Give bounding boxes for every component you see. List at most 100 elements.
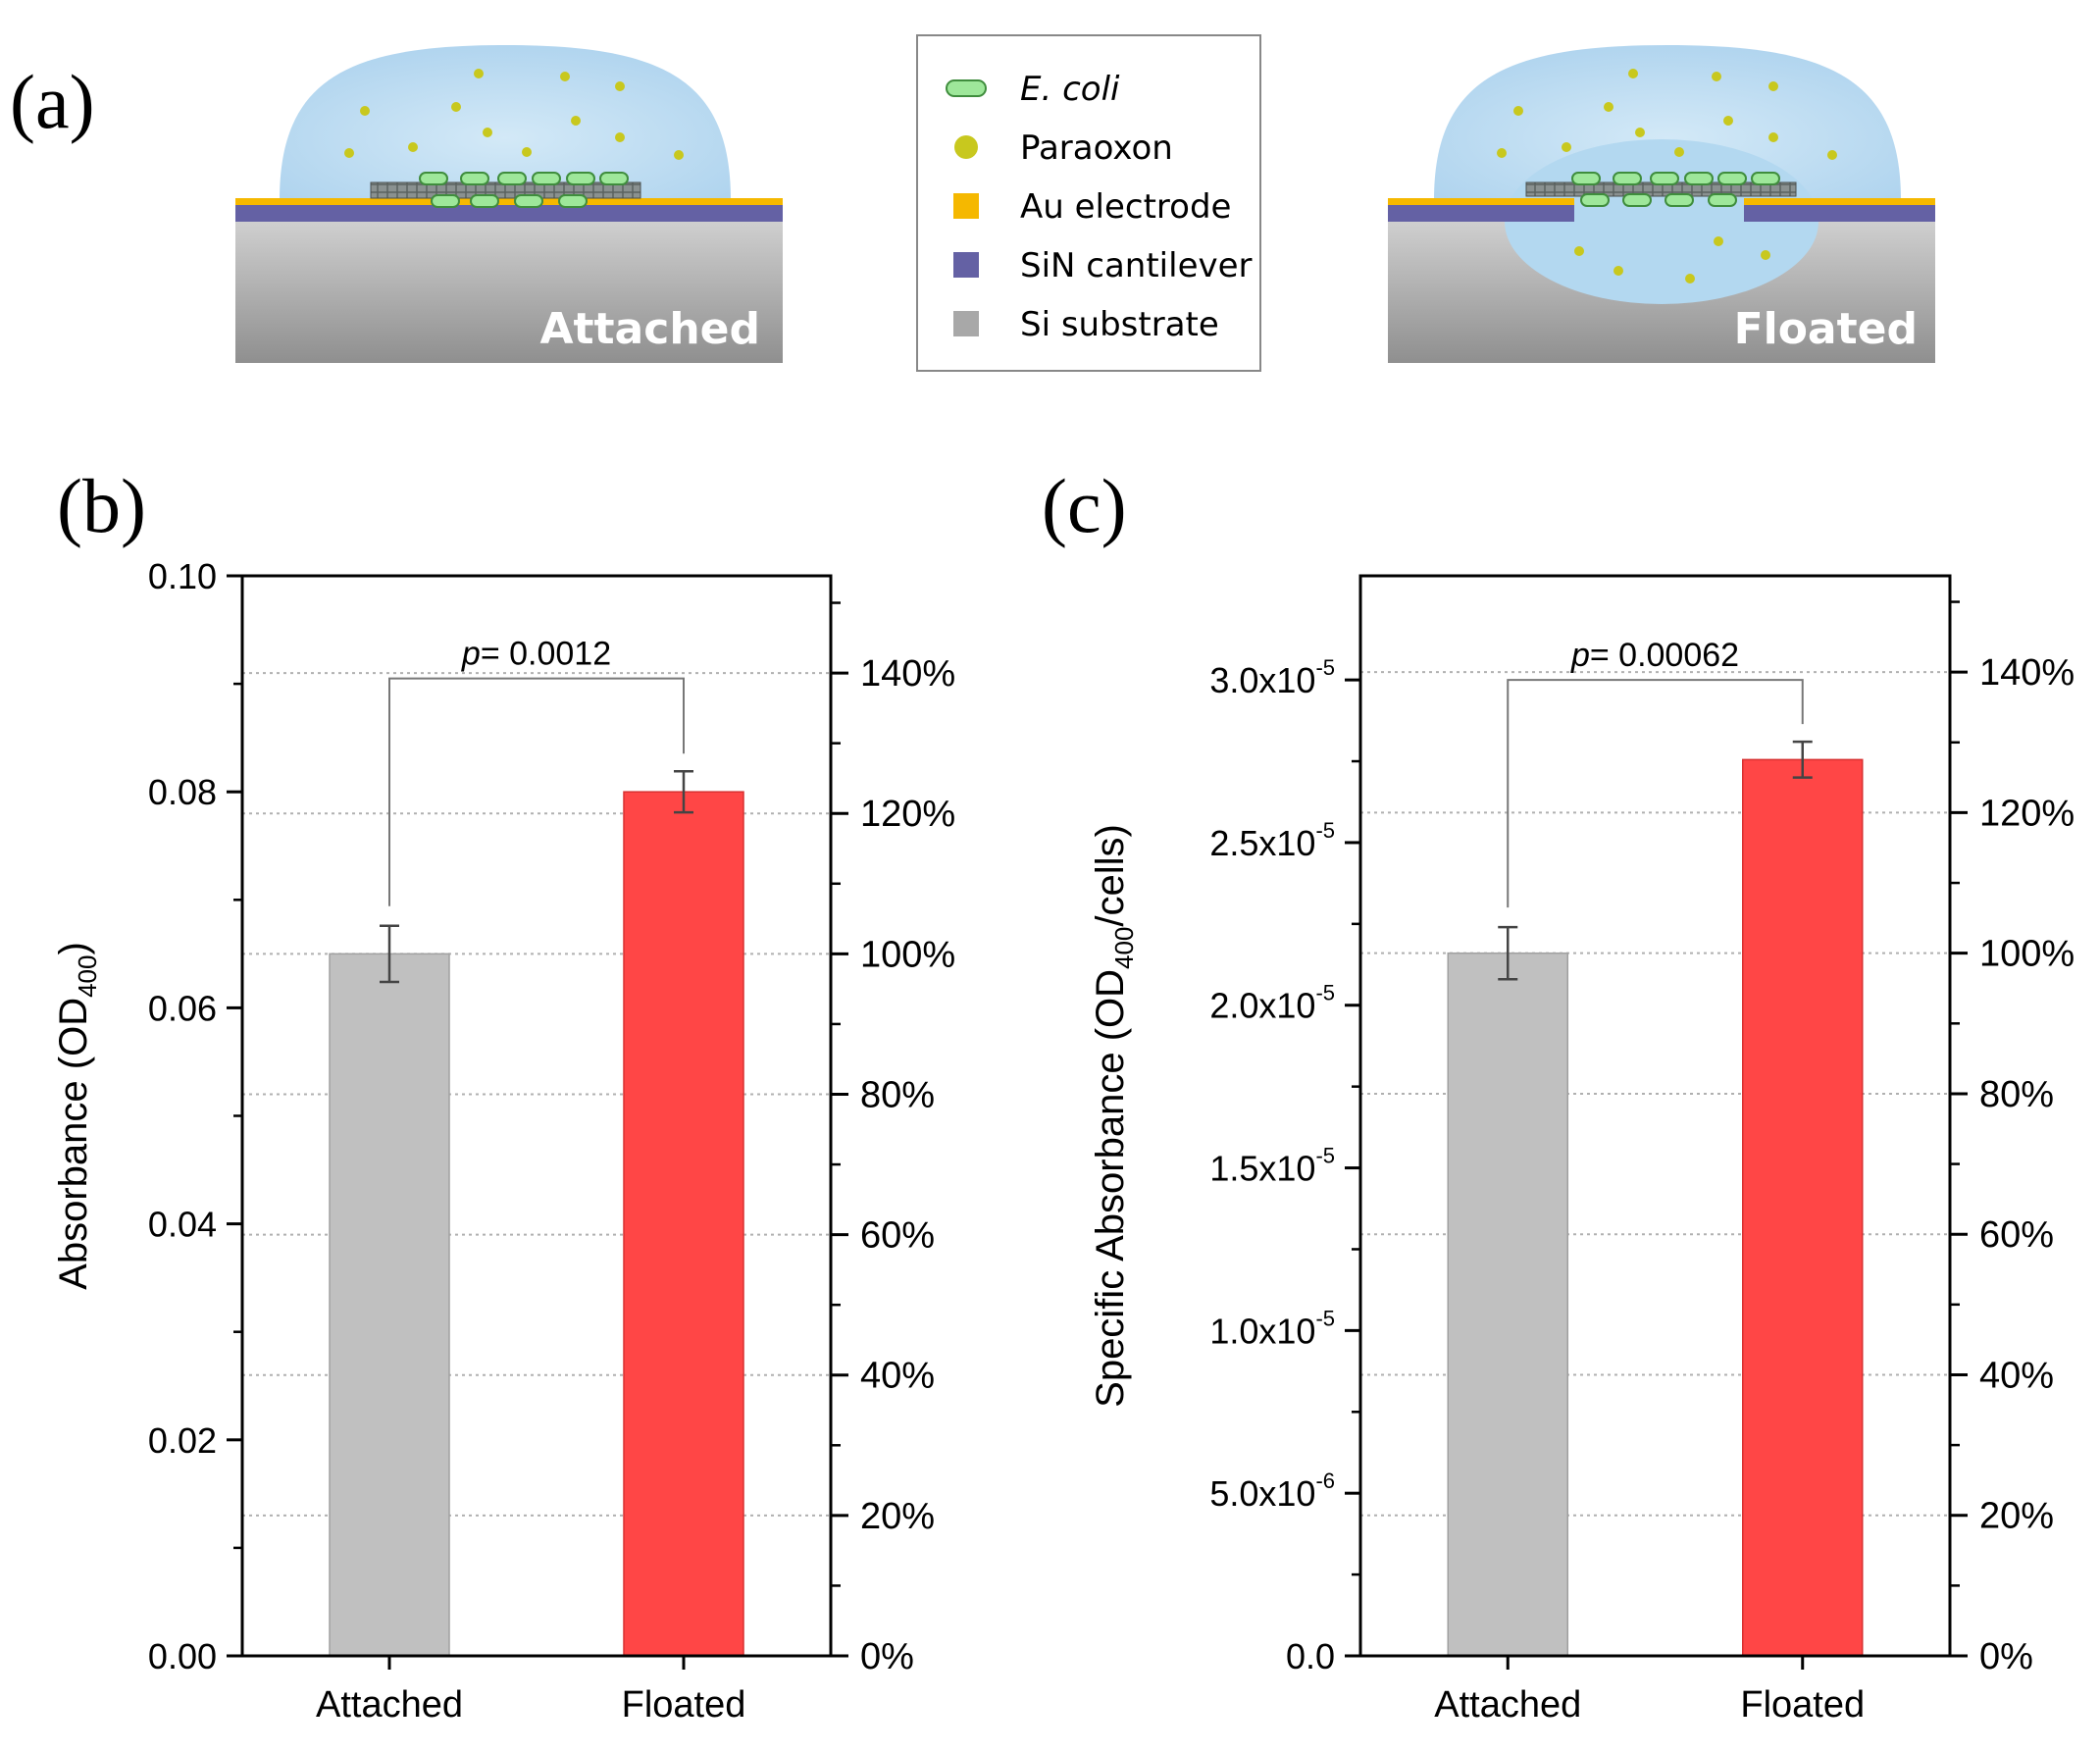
right-tick-label: 140% <box>860 653 955 695</box>
right-tick-label: 60% <box>1979 1214 2054 1256</box>
right-tick-label: 120% <box>1979 793 2074 834</box>
si-substrate-icon <box>953 311 979 336</box>
panel-a-label: (a) <box>10 59 95 144</box>
attached-si-substrate <box>235 222 783 363</box>
floated-caption: Floated <box>1734 304 1918 354</box>
legend-label: Au electrode <box>1020 187 1231 227</box>
sin-cantilever-icon <box>953 252 979 278</box>
y-tick-label: 0.0 <box>1286 1636 1335 1676</box>
y-tick-label: 1.5x10-5 <box>1209 1144 1335 1189</box>
p-value-label: p= 0.0012 <box>461 636 611 673</box>
y-tick-base: 3.0x10 <box>1209 660 1315 700</box>
floated-au-electrode-right <box>1744 198 1935 205</box>
attached-schematic: Attached <box>235 45 783 363</box>
y-axis-title-main: Specific Absorbance (OD <box>1089 969 1132 1408</box>
y-axis-title-end: ) <box>52 942 95 954</box>
significance-bracket <box>388 677 685 906</box>
au-electrode-icon <box>953 193 979 219</box>
y-tick-base: 0.0 <box>1286 1636 1335 1676</box>
y-tick-base: 1.0x10 <box>1209 1311 1315 1351</box>
x-tick-label: Floated <box>1740 1684 1865 1726</box>
y-tick-label: 0.10 <box>148 556 217 596</box>
y-tick-base: 2.5x10 <box>1209 823 1315 863</box>
x-tick-label: Attached <box>316 1684 463 1726</box>
y-axis-title-subscript: 400 <box>73 955 102 998</box>
chart-c: (c) p= 0.00062 Attached Floated 0.0 5.0x10-6 1… <box>1042 463 2074 1726</box>
bar-floated <box>623 791 744 1657</box>
right-tick-label: 60% <box>860 1215 935 1257</box>
y-tick-exponent: -5 <box>1315 1144 1335 1168</box>
attached-au-electrode <box>235 198 783 205</box>
right-tick-label: 120% <box>860 794 955 835</box>
y-tick-exponent: -5 <box>1315 981 1335 1005</box>
legend-label: Paraoxon <box>1020 129 1173 168</box>
ecoli-icon <box>946 79 987 97</box>
plot-frame <box>1358 574 1952 1658</box>
attached-sin-cantilever <box>235 205 783 222</box>
legend: E. coli Paraoxon Au electrode SiN cantileve… <box>916 34 1261 372</box>
right-tick-label: 100% <box>860 934 955 975</box>
y-tick-exponent: -5 <box>1315 1306 1335 1330</box>
y-axis-title-end: /cells) <box>1089 824 1132 926</box>
floated-sin-cantilever-left <box>1388 205 1574 222</box>
chart-b: (b) p= 0.0012 Attached Floated 0.00 0.02 0.04 0… <box>52 463 955 1726</box>
legend-label: E. coli <box>1020 70 1120 109</box>
p-value-label: p= 0.00062 <box>1570 637 1739 674</box>
right-tick-label: 80% <box>860 1074 935 1115</box>
y-tick-label: 1.0x10-5 <box>1209 1306 1335 1351</box>
right-tick-label: 0% <box>860 1636 914 1677</box>
x-tick-label: Attached <box>1434 1684 1581 1726</box>
right-tick-label: 20% <box>860 1496 935 1537</box>
floated-schematic: Floated <box>1388 45 1935 363</box>
attached-paraoxon-dots <box>344 69 684 160</box>
x-tick-label: Floated <box>622 1684 746 1726</box>
y-tick-exponent: -5 <box>1315 818 1335 843</box>
floated-ecoli-cells <box>1571 172 1780 207</box>
y-tick-base: 1.5x10 <box>1209 1149 1315 1189</box>
y-tick-label: 0.08 <box>148 772 217 812</box>
bar-attached <box>1447 952 1568 1657</box>
y-tick-label: 2.0x10-5 <box>1209 981 1335 1026</box>
p-symbol: p <box>1570 637 1590 674</box>
right-tick-label: 20% <box>1979 1496 2054 1537</box>
significance-bracket <box>1507 679 1804 908</box>
y-tick-exponent: -6 <box>1315 1469 1335 1493</box>
floated-sin-cantilever-right <box>1744 205 1935 222</box>
y-tick-base: 2.0x10 <box>1209 986 1315 1026</box>
right-tick-label: 140% <box>1979 652 2074 694</box>
y-tick-label: 0.00 <box>148 1636 217 1676</box>
panel-a: (a) <box>10 34 1935 372</box>
y-axis-title-subscript: 400 <box>1109 927 1139 969</box>
right-tick-label: 80% <box>1979 1074 2054 1115</box>
right-tick-label: 40% <box>860 1356 935 1397</box>
y-axis-title-main: Absorbance (OD <box>52 998 95 1290</box>
bar-floated <box>1742 758 1864 1657</box>
y-tick-label: 0.04 <box>148 1205 217 1245</box>
y-tick-label: 5.0x10-6 <box>1209 1469 1335 1514</box>
floated-droplet <box>1434 45 1901 200</box>
y-tick-base: 5.0x10 <box>1209 1473 1315 1514</box>
p-value: = 0.00062 <box>1590 637 1739 674</box>
attached-caption: Attached <box>539 304 760 354</box>
attached-ecoli-cells <box>419 172 629 208</box>
y-axis-title: Specific Absorbance (OD400/cells) <box>1089 824 1139 1408</box>
bar-attached <box>329 953 450 1657</box>
paraoxon-icon <box>954 135 978 159</box>
legend-label: SiN cantilever <box>1020 246 1253 285</box>
floated-paraoxon-dots <box>1497 69 1837 283</box>
right-tick-label: 0% <box>1979 1636 2033 1677</box>
panel-label: (b) <box>57 463 146 548</box>
y-axis-title: Absorbance (OD400) <box>52 942 102 1290</box>
y-tick-label: 0.02 <box>148 1420 217 1461</box>
y-tick-label: 3.0x10-5 <box>1209 655 1335 700</box>
right-tick-label: 100% <box>1979 934 2074 975</box>
legend-label: Si substrate <box>1020 305 1219 344</box>
p-value: = 0.0012 <box>481 636 611 673</box>
right-tick-label: 40% <box>1979 1355 2054 1396</box>
y-tick-exponent: -5 <box>1315 655 1335 680</box>
floated-au-electrode-left <box>1388 198 1574 205</box>
panel-label: (c) <box>1042 463 1127 548</box>
p-symbol: p <box>461 636 481 673</box>
y-tick-label: 0.06 <box>148 988 217 1028</box>
